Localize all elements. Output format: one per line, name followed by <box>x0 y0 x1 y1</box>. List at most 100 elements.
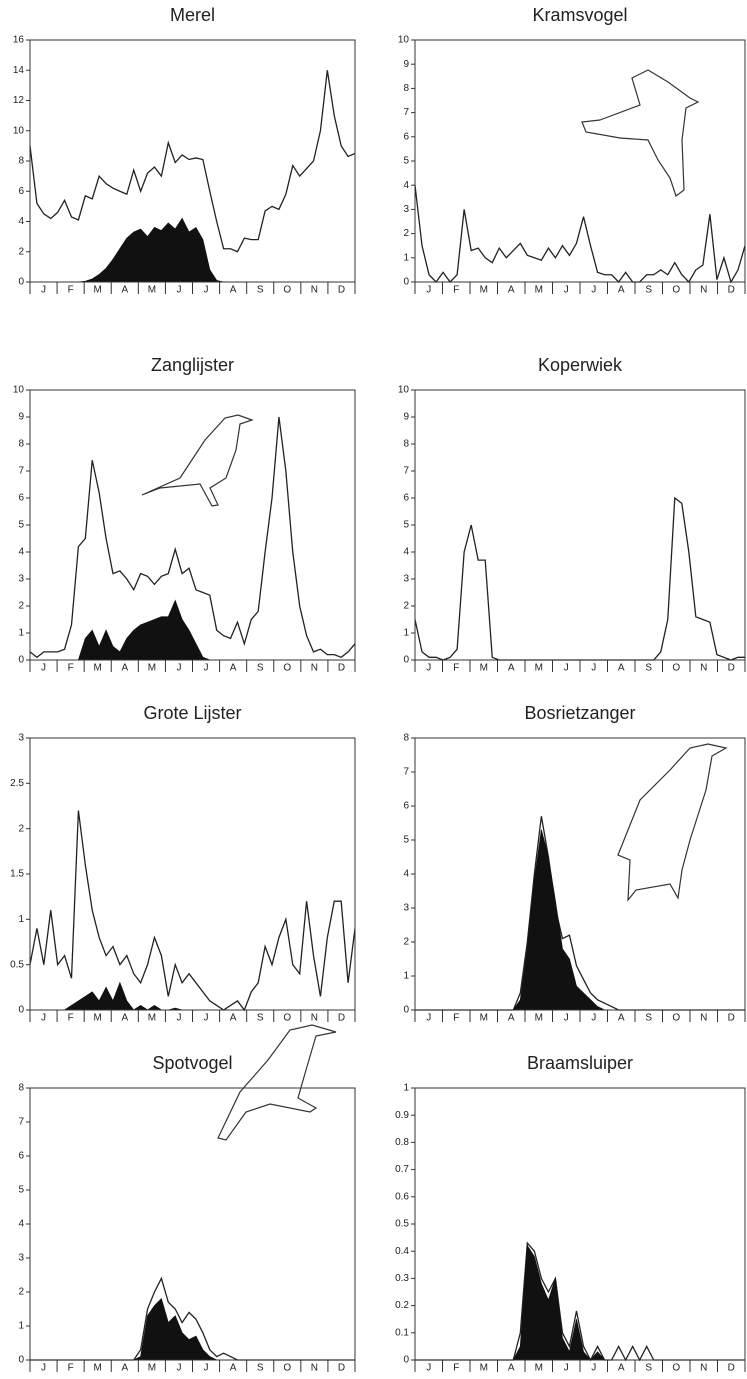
x-tick-label: S <box>645 1013 652 1024</box>
y-tick-label: 1 <box>403 252 409 263</box>
x-tick-label: J <box>426 1013 431 1024</box>
x-tick-label: D <box>728 663 735 674</box>
y-tick-label: 0.7 <box>395 1164 409 1175</box>
y-tick-label: 1 <box>403 1083 409 1094</box>
x-tick-label: S <box>645 663 652 674</box>
panel: Spotvogel 0 1 2 3 4 5 6 7 8 J F M A M J J A S O N D <box>18 1053 356 1374</box>
y-tick-label: 5 <box>403 835 409 846</box>
x-tick-label: J <box>591 663 596 674</box>
x-tick-label: D <box>338 1363 345 1374</box>
x-tick-label: A <box>618 1363 625 1374</box>
bird-zanglijster <box>141 414 254 507</box>
plot-frame <box>29 1087 356 1361</box>
y-tick-label: 16 <box>13 35 25 46</box>
y-tick-label: 4 <box>403 547 409 558</box>
x-tick-label: M <box>480 1013 488 1024</box>
y-tick-label: 0 <box>18 277 24 288</box>
x-tick-label: A <box>121 1013 128 1024</box>
y-tick-label: 8 <box>18 156 24 167</box>
y-tick-label: 5 <box>403 156 409 167</box>
x-tick-label: O <box>672 285 680 296</box>
data-area <box>415 829 745 1011</box>
y-tick-label: 2 <box>18 246 24 257</box>
x-tick-label: J <box>41 285 46 296</box>
y-tick-label: 0.8 <box>395 1137 409 1148</box>
x-tick-label: N <box>700 285 707 296</box>
bird-bosrietzanger <box>617 743 728 902</box>
y-tick-label: 7 <box>403 466 409 477</box>
x-tick-label: J <box>204 1013 209 1024</box>
data-line <box>414 185 746 284</box>
data-line <box>29 416 356 659</box>
x-tick-label: N <box>311 285 318 296</box>
chart-title: Grote Lijster <box>143 703 241 723</box>
x-tick-label: J <box>591 1363 596 1374</box>
x-tick-label: J <box>591 1013 596 1024</box>
x-tick-label: J <box>564 1013 569 1024</box>
y-tick-label: 3 <box>403 204 409 215</box>
y-tick-label: 0.5 <box>395 1219 409 1230</box>
x-tick-label: D <box>338 1013 345 1024</box>
y-tick-label: 5 <box>18 520 24 531</box>
y-tick-label: 0 <box>403 1355 409 1366</box>
y-tick-label: 7 <box>403 767 409 778</box>
y-tick-label: 12 <box>13 95 25 106</box>
x-tick-label: F <box>68 663 74 674</box>
y-tick-label: 3 <box>18 1253 24 1264</box>
y-tick-label: 0.1 <box>395 1327 409 1338</box>
y-tick-label: 6 <box>403 801 409 812</box>
y-tick-label: 6 <box>403 493 409 504</box>
chart-title: Kramsvogel <box>532 5 627 25</box>
plot-frame <box>29 737 356 1011</box>
y-tick-label: 0 <box>403 655 409 666</box>
y-tick-label: 0 <box>403 1005 409 1016</box>
panel: Braamsluiper 0 0.1 0.2 0.3 0.4 0.5 0.6 0.7 0.8 0.9… <box>395 1053 746 1374</box>
y-tick-label: 8 <box>403 439 409 450</box>
x-tick-label: J <box>426 1363 431 1374</box>
x-tick-label: J <box>564 663 569 674</box>
panel: Merel 0 2 4 6 8 10 12 14 16 J F M A M J J A S O N D <box>13 5 356 296</box>
y-tick-label: 0.3 <box>395 1273 409 1284</box>
y-tick-label: 1 <box>18 914 24 925</box>
x-tick-label: M <box>148 285 156 296</box>
x-tick-label: O <box>283 285 291 296</box>
y-tick-label: 3 <box>403 574 409 585</box>
y-tick-label: 1 <box>18 1321 24 1332</box>
x-tick-label: J <box>564 285 569 296</box>
x-tick-label: F <box>453 1013 459 1024</box>
x-tick-label: O <box>283 1013 291 1024</box>
x-tick-label: A <box>230 663 237 674</box>
x-tick-label: M <box>535 1013 543 1024</box>
x-tick-label: J <box>426 663 431 674</box>
y-tick-label: 8 <box>18 439 24 450</box>
panel: Zanglijster 0 1 2 3 4 5 6 7 8 9 10 J F M A M J J A S O N D <box>13 355 356 674</box>
y-tick-label: 3 <box>18 733 24 744</box>
x-tick-label: N <box>700 1363 707 1374</box>
y-tick-label: 5 <box>18 1185 24 1196</box>
x-tick-label: D <box>338 285 345 296</box>
y-tick-label: 6 <box>403 131 409 142</box>
data-line <box>29 810 356 1012</box>
x-tick-label: J <box>426 285 431 296</box>
x-tick-label: A <box>121 1363 128 1374</box>
chart-title: Braamsluiper <box>527 1053 633 1073</box>
y-tick-label: 2.5 <box>10 778 24 789</box>
x-tick-label: A <box>230 285 237 296</box>
x-tick-label: A <box>508 663 515 674</box>
data-area <box>30 217 355 283</box>
x-tick-label: S <box>645 285 652 296</box>
plot-frame <box>29 389 356 661</box>
x-tick-label: J <box>41 1013 46 1024</box>
data-area <box>30 1298 355 1361</box>
plot-frame <box>414 39 746 283</box>
y-tick-label: 4 <box>18 216 24 227</box>
y-tick-label: 7 <box>403 107 409 118</box>
y-tick-label: 0.9 <box>395 1110 409 1121</box>
data-line <box>414 496 745 661</box>
panel: Grote Lijster 0 0.5 1 1.5 2 2.5 3 J F M A M J J A S O N D <box>10 703 356 1024</box>
data-line <box>29 70 356 253</box>
x-tick-label: S <box>257 1363 264 1374</box>
x-tick-label: N <box>700 663 707 674</box>
